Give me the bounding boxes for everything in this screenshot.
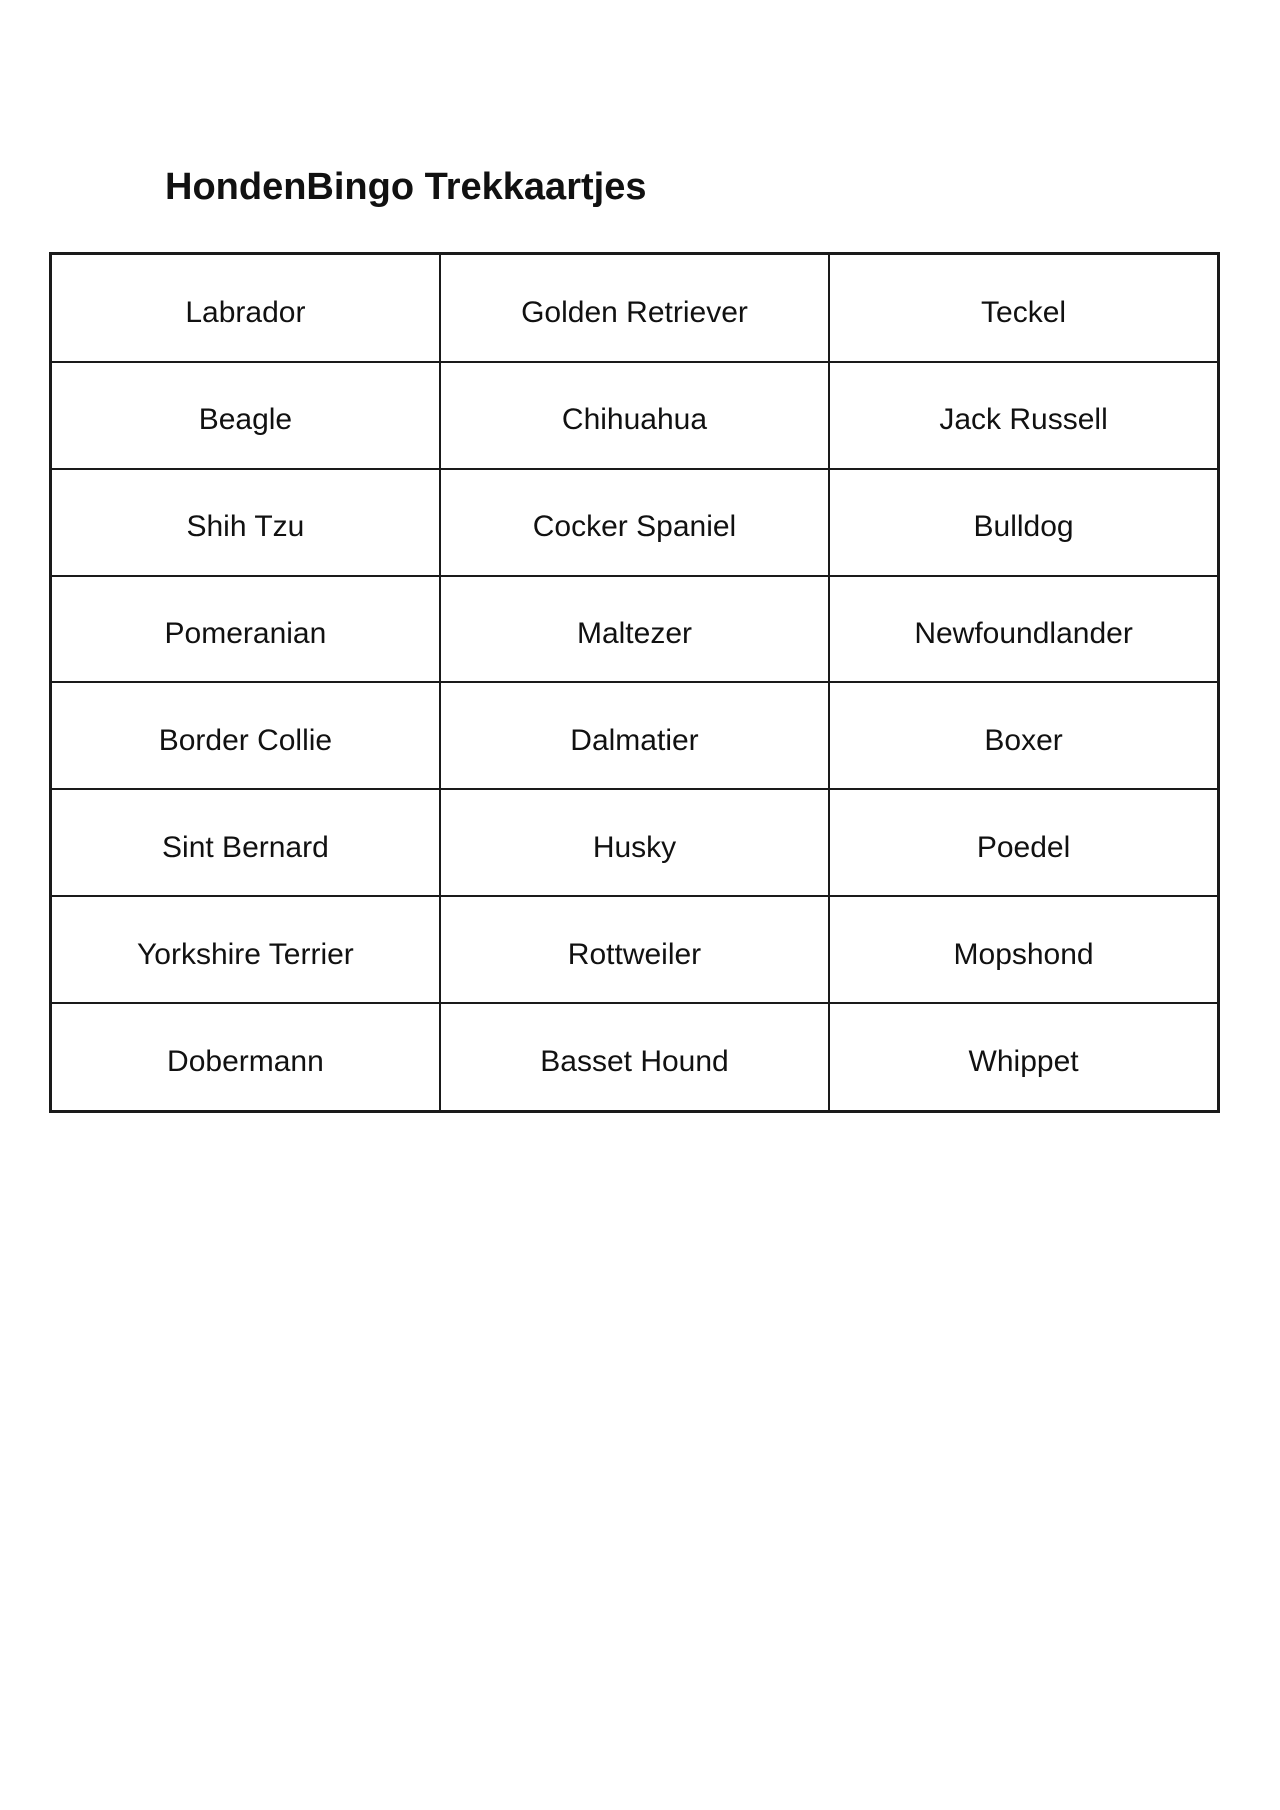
page-title: HondenBingo Trekkaartjes [165,166,647,208]
bingo-cell: Jack Russell [828,360,1220,470]
table-row: Border Collie Dalmatier Boxer [49,681,1220,791]
table-row: Shih Tzu Cocker Spaniel Bulldog [49,467,1220,577]
bingo-cell: Poedel [828,788,1220,898]
bingo-cell: Labrador [49,252,441,363]
bingo-cell: Husky [438,788,831,898]
table-row: Dobermann Basset Hound Whippet [49,1002,1220,1113]
bingo-cell: Sint Bernard [49,788,441,898]
bingo-cell: Cocker Spaniel [438,467,831,577]
bingo-cell: Dobermann [49,1002,441,1113]
bingo-cell: Basset Hound [438,1002,831,1113]
bingo-cell: Whippet [828,1002,1220,1113]
table-row: Pomeranian Maltezer Newfoundlander [49,574,1220,684]
bingo-cell: Dalmatier [438,681,831,791]
bingo-cell: Maltezer [438,574,831,684]
bingo-cell: Border Collie [49,681,441,791]
bingo-cell: Pomeranian [49,574,441,684]
bingo-table: Labrador Golden Retriever Teckel Beagle … [49,252,1220,1113]
table-row: Labrador Golden Retriever Teckel [49,252,1220,363]
bingo-cell: Beagle [49,360,441,470]
bingo-cell: Golden Retriever [438,252,831,363]
bingo-cell: Teckel [828,252,1220,363]
bingo-cell: Boxer [828,681,1220,791]
bingo-cell: Rottweiler [438,895,831,1005]
bingo-cell: Mopshond [828,895,1220,1005]
bingo-cell: Chihuahua [438,360,831,470]
table-row: Beagle Chihuahua Jack Russell [49,360,1220,470]
bingo-table-body: Labrador Golden Retriever Teckel Beagle … [49,252,1220,1113]
bingo-cell: Shih Tzu [49,467,441,577]
bingo-cell: Bulldog [828,467,1220,577]
table-row: Sint Bernard Husky Poedel [49,788,1220,898]
table-row: Yorkshire Terrier Rottweiler Mopshond [49,895,1220,1005]
bingo-cell: Newfoundlander [828,574,1220,684]
bingo-cell: Yorkshire Terrier [49,895,441,1005]
